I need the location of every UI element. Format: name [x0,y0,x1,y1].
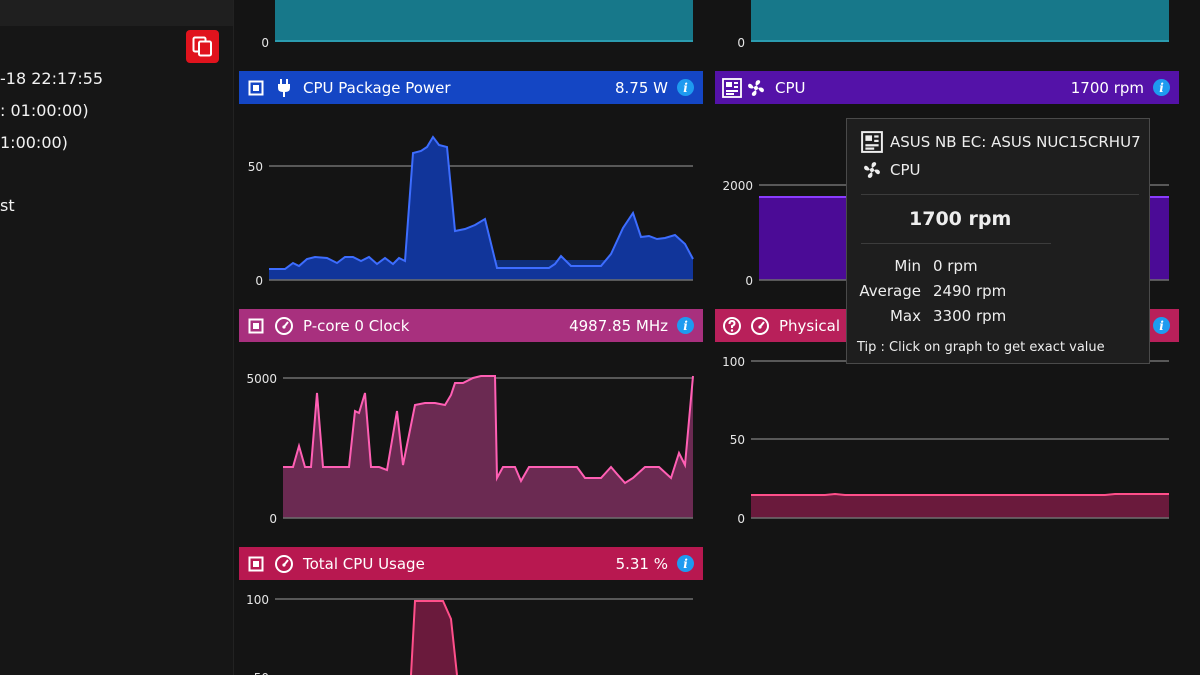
tooltip-device: ASUS NB EC: ASUS NUC15CRHU7 [890,133,1141,151]
min-value: 0 rpm [933,257,978,275]
axis-label-100: 100 [246,593,269,607]
session-interval-text: 1:00:00) [0,133,68,152]
average-label: Average [859,282,921,300]
average-value: 2490 rpm [933,282,1007,300]
axis-label-5000: 5000 [246,372,277,386]
axis-label-0: 0 [745,274,753,288]
panel-title: P-core 0 Clock [303,316,410,335]
copy-icon [192,36,212,57]
session-extra-text: st [0,196,15,215]
tooltip-divider [861,194,1139,195]
top-left-graph-panel: 0 [239,0,703,56]
pcore-clock-graph[interactable]: 5000 0 [239,347,703,529]
info-icon[interactable]: i [1153,79,1170,96]
axis-label-zero: 0 [737,36,745,50]
total-cpu-usage-header: Total CPU Usage 5.31 % i [239,547,703,580]
info-icon[interactable]: i [677,317,694,334]
top-right-graph-panel: 0 [715,0,1179,56]
tooltip-average-row: Average 2490 rpm [847,282,1147,302]
panel-title: CPU Package Power [303,78,451,97]
panel-title: CPU [775,78,806,97]
session-duration-text: : 01:00:00) [0,101,89,120]
collapse-checkbox-icon[interactable] [245,553,267,575]
axis-label-0: 0 [737,512,745,526]
physical-memory-graph[interactable]: 100 50 0 [715,347,1179,529]
left-panel-top-strip [0,0,233,26]
tooltip-sensor: CPU [890,161,921,179]
axis-label-100: 100 [722,355,745,369]
total-cpu-usage-panel: Total CPU Usage 5.31 % i 100 50 [239,547,703,675]
axis-label-50: 50 [254,671,269,675]
info-icon[interactable]: i [677,79,694,96]
max-value: 3300 rpm [933,307,1007,325]
gauge-icon [749,315,771,337]
panel-title: Physical M [779,316,858,335]
panel-value: 4987.85 MHz [569,316,668,335]
max-label: Max [889,307,921,325]
plug-icon [273,77,295,99]
info-icon[interactable]: i [1153,317,1170,334]
session-start-text: -18 22:17:55 [0,69,104,88]
tooltip-min-row: Min 0 rpm [847,257,1147,277]
motherboard-icon [861,131,883,157]
gauge-icon [273,315,295,337]
help-icon[interactable] [721,315,743,337]
panel-value: 5.31 % [615,554,668,573]
panel-value: 8.75 W [615,78,668,97]
axis-label-50: 50 [730,433,745,447]
info-icon[interactable]: i [677,555,694,572]
tooltip-current-value: 1700 rpm [909,208,1012,230]
collapse-checkbox-icon[interactable] [245,315,267,337]
cpu-package-power-panel: CPU Package Power 8.75 W i 50 0 [239,71,703,291]
fan-icon [862,160,882,184]
cpu-fan-header: CPU 1700 rpm i [715,71,1179,104]
tooltip-divider [861,243,1051,244]
top-left-graph[interactable]: 0 [239,0,703,56]
cpu-package-power-graph[interactable]: 50 0 [239,109,703,291]
total-cpu-usage-graph[interactable]: 100 50 [239,585,703,675]
panel-title: Total CPU Usage [303,554,425,573]
axis-label-0: 0 [269,512,277,526]
tooltip-tip: Tip : Click on graph to get exact value [857,340,1105,355]
cpu-package-power-header: CPU Package Power 8.75 W i [239,71,703,104]
pcore-clock-header: P-core 0 Clock 4987.85 MHz i [239,309,703,342]
left-panel: -18 22:17:55 : 01:00:00) 1:00:00) st [0,0,234,675]
axis-label-zero: 0 [261,36,269,50]
collapse-checkbox-icon[interactable] [245,77,267,99]
motherboard-icon [721,77,743,99]
top-right-graph[interactable]: 0 [715,0,1179,56]
pcore-clock-panel: P-core 0 Clock 4987.85 MHz i 5000 0 [239,309,703,529]
axis-label-50: 50 [248,160,263,174]
axis-label-2000: 2000 [722,179,753,193]
gauge-icon [273,553,295,575]
min-label: Min [894,257,921,275]
axis-label-0: 0 [255,274,263,288]
copy-button[interactable] [186,30,219,63]
fan-icon [745,77,767,99]
sensor-tooltip: ASUS NB EC: ASUS NUC15CRHU7 CPU 1700 rpm… [846,118,1150,364]
tooltip-max-row: Max 3300 rpm [847,307,1147,327]
panel-value: 1700 rpm [1070,78,1144,97]
